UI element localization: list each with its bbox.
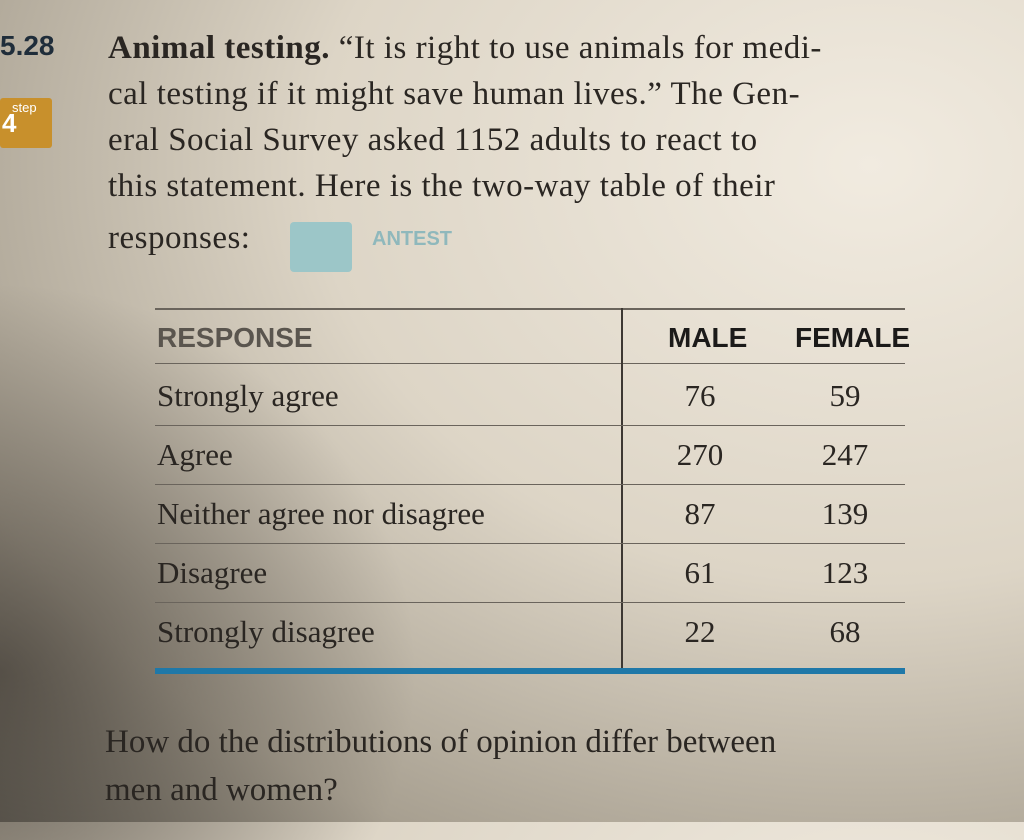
table-top-rule (155, 308, 905, 310)
data-icon (290, 222, 352, 272)
step-badge: step 4 (0, 98, 52, 148)
female-count: 123 (821, 555, 869, 590)
header-cell: MALE (668, 322, 748, 353)
row-label: Neither agree nor disagree (157, 496, 485, 531)
text: “It is right to use animals for medi- (338, 30, 822, 66)
question-line: men and women? (105, 772, 338, 808)
table-bottom-rule (155, 668, 905, 674)
header-cell: FEMALE (795, 322, 911, 353)
row-rule (155, 484, 905, 485)
female-count: 139 (821, 496, 869, 531)
male-count: 22 (684, 614, 716, 649)
text-line: responses: (108, 220, 251, 256)
exercise-title: Animal testing. (108, 30, 330, 66)
text-line: eral Social Survey asked 1152 adults to … (108, 122, 758, 158)
shadow (0, 280, 420, 840)
header-rule (155, 363, 905, 364)
row-label: Disagree (157, 555, 268, 590)
question-line: How do the distributions of opinion diff… (105, 724, 777, 760)
header-cell: RESPONSE (157, 322, 313, 353)
row-label: Agree (157, 437, 233, 472)
text-line: Animal testing. “It is right to use anim… (108, 30, 822, 67)
row-label: Strongly disagree (157, 614, 375, 649)
male-count: 87 (684, 496, 716, 531)
exercise-number: 5.28 (0, 30, 55, 61)
male-count: 61 (684, 555, 716, 590)
female-count: 59 (829, 378, 861, 413)
male-count: 76 (684, 378, 716, 413)
text-line: cal testing if it might save human lives… (108, 76, 801, 112)
male-count: 270 (676, 437, 724, 472)
badge-word: step (12, 100, 37, 115)
dataset-name: ANTEST (372, 228, 452, 250)
row-label: Strongly agree (157, 378, 339, 413)
female-count: 247 (821, 437, 869, 472)
column-rule (621, 308, 623, 670)
row-rule (155, 602, 905, 603)
row-rule (155, 425, 905, 426)
badge-digit: 4 (2, 108, 17, 138)
female-count: 68 (829, 614, 861, 649)
row-rule (155, 543, 905, 544)
text-line: this statement. Here is the two-way tabl… (108, 168, 776, 204)
